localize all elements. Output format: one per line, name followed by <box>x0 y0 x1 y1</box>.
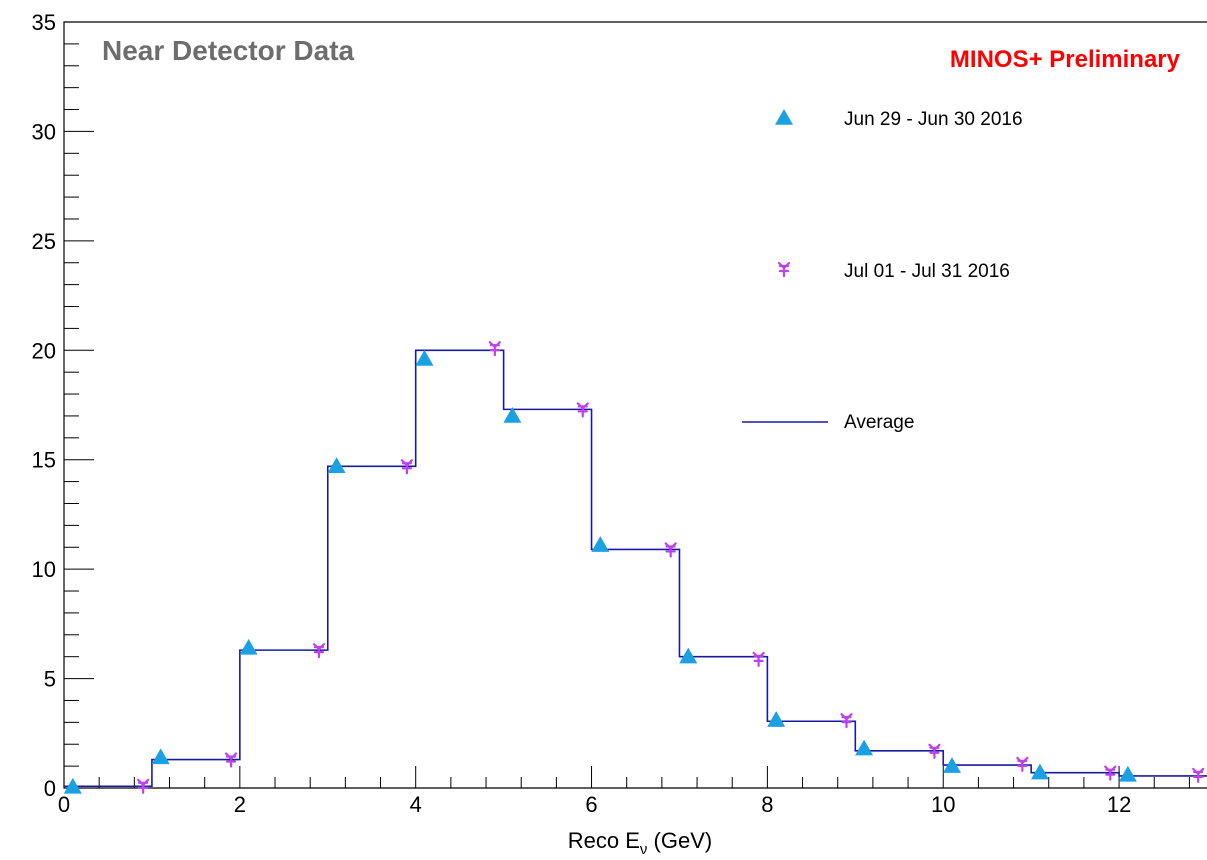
y-tick-label: 10 <box>32 557 56 582</box>
triangle-point <box>503 406 522 423</box>
star-point <box>1192 767 1205 783</box>
legend: Jun 29 - Jun 30 2016 Jul 01 - Jul 31 201… <box>742 109 1023 433</box>
x-axis-title-subscript: ν <box>640 841 648 858</box>
preliminary-annotation: MINOS+ Preliminary <box>950 46 1181 73</box>
triangle-point <box>63 777 82 794</box>
star-point <box>400 459 413 475</box>
triangle-point <box>679 647 698 664</box>
plot-border <box>63 21 1207 789</box>
triangle-point <box>151 748 170 765</box>
triangle-point <box>767 711 786 727</box>
legend-marker-series-1 <box>775 109 793 125</box>
average-step-histogram <box>64 349 1207 788</box>
triangle-point <box>327 457 346 474</box>
average-series-line <box>64 349 1207 788</box>
x-axis-title-main: Reco E <box>568 828 640 853</box>
x-tick-label: 8 <box>761 792 773 817</box>
star-point <box>840 713 853 729</box>
chart-title: Near Detector Data <box>102 35 355 66</box>
legend-label-average: Average <box>844 412 914 433</box>
triangle-point <box>855 739 874 756</box>
data-points <box>63 340 1205 794</box>
x-tick-label: 2 <box>234 792 246 817</box>
y-tick-label: 20 <box>32 338 56 363</box>
triangle-point <box>591 536 610 552</box>
y-tick-label: 30 <box>32 119 56 144</box>
legend-label-series-1: Jun 29 - Jun 30 2016 <box>844 109 1023 130</box>
star-point <box>1016 756 1029 773</box>
x-axis-title-unit: (GeV) <box>647 828 712 853</box>
x-axis-title: Reco Eν (GeV) <box>568 828 712 858</box>
y-tick-label: 15 <box>32 448 56 473</box>
star-point <box>1104 765 1117 781</box>
star-point <box>576 402 589 418</box>
triangle-point <box>943 757 962 773</box>
star-point <box>137 778 150 794</box>
star-point <box>664 542 677 558</box>
triangle-point <box>1030 763 1049 780</box>
star-point <box>488 340 501 357</box>
x-tick-label: 12 <box>1107 792 1131 817</box>
axis-ticks <box>63 21 1190 789</box>
y-tick-label: 5 <box>44 667 56 692</box>
star-point <box>928 743 941 759</box>
star-point <box>752 651 765 667</box>
x-tick-label: 6 <box>585 792 597 817</box>
x-tick-label: 0 <box>58 792 70 817</box>
triangle-point <box>415 350 434 366</box>
y-tick-label: 25 <box>32 229 56 254</box>
tick-labels: 0 2 4 6 8 10 12 0 5 10 15 20 25 30 35 <box>32 10 1132 817</box>
triangle-point <box>1118 765 1137 782</box>
y-tick-label: 0 <box>44 776 56 801</box>
star-point <box>312 643 326 659</box>
star-point <box>224 752 238 768</box>
triangle-point <box>239 638 258 655</box>
legend-label-series-2: Jul 01 - Jul 31 2016 <box>844 261 1010 282</box>
y-tick-label: 35 <box>32 10 56 35</box>
x-tick-label: 10 <box>931 792 955 817</box>
plot-frame <box>63 21 1207 789</box>
x-tick-label: 4 <box>410 792 422 817</box>
legend-marker-series-2 <box>777 261 791 278</box>
